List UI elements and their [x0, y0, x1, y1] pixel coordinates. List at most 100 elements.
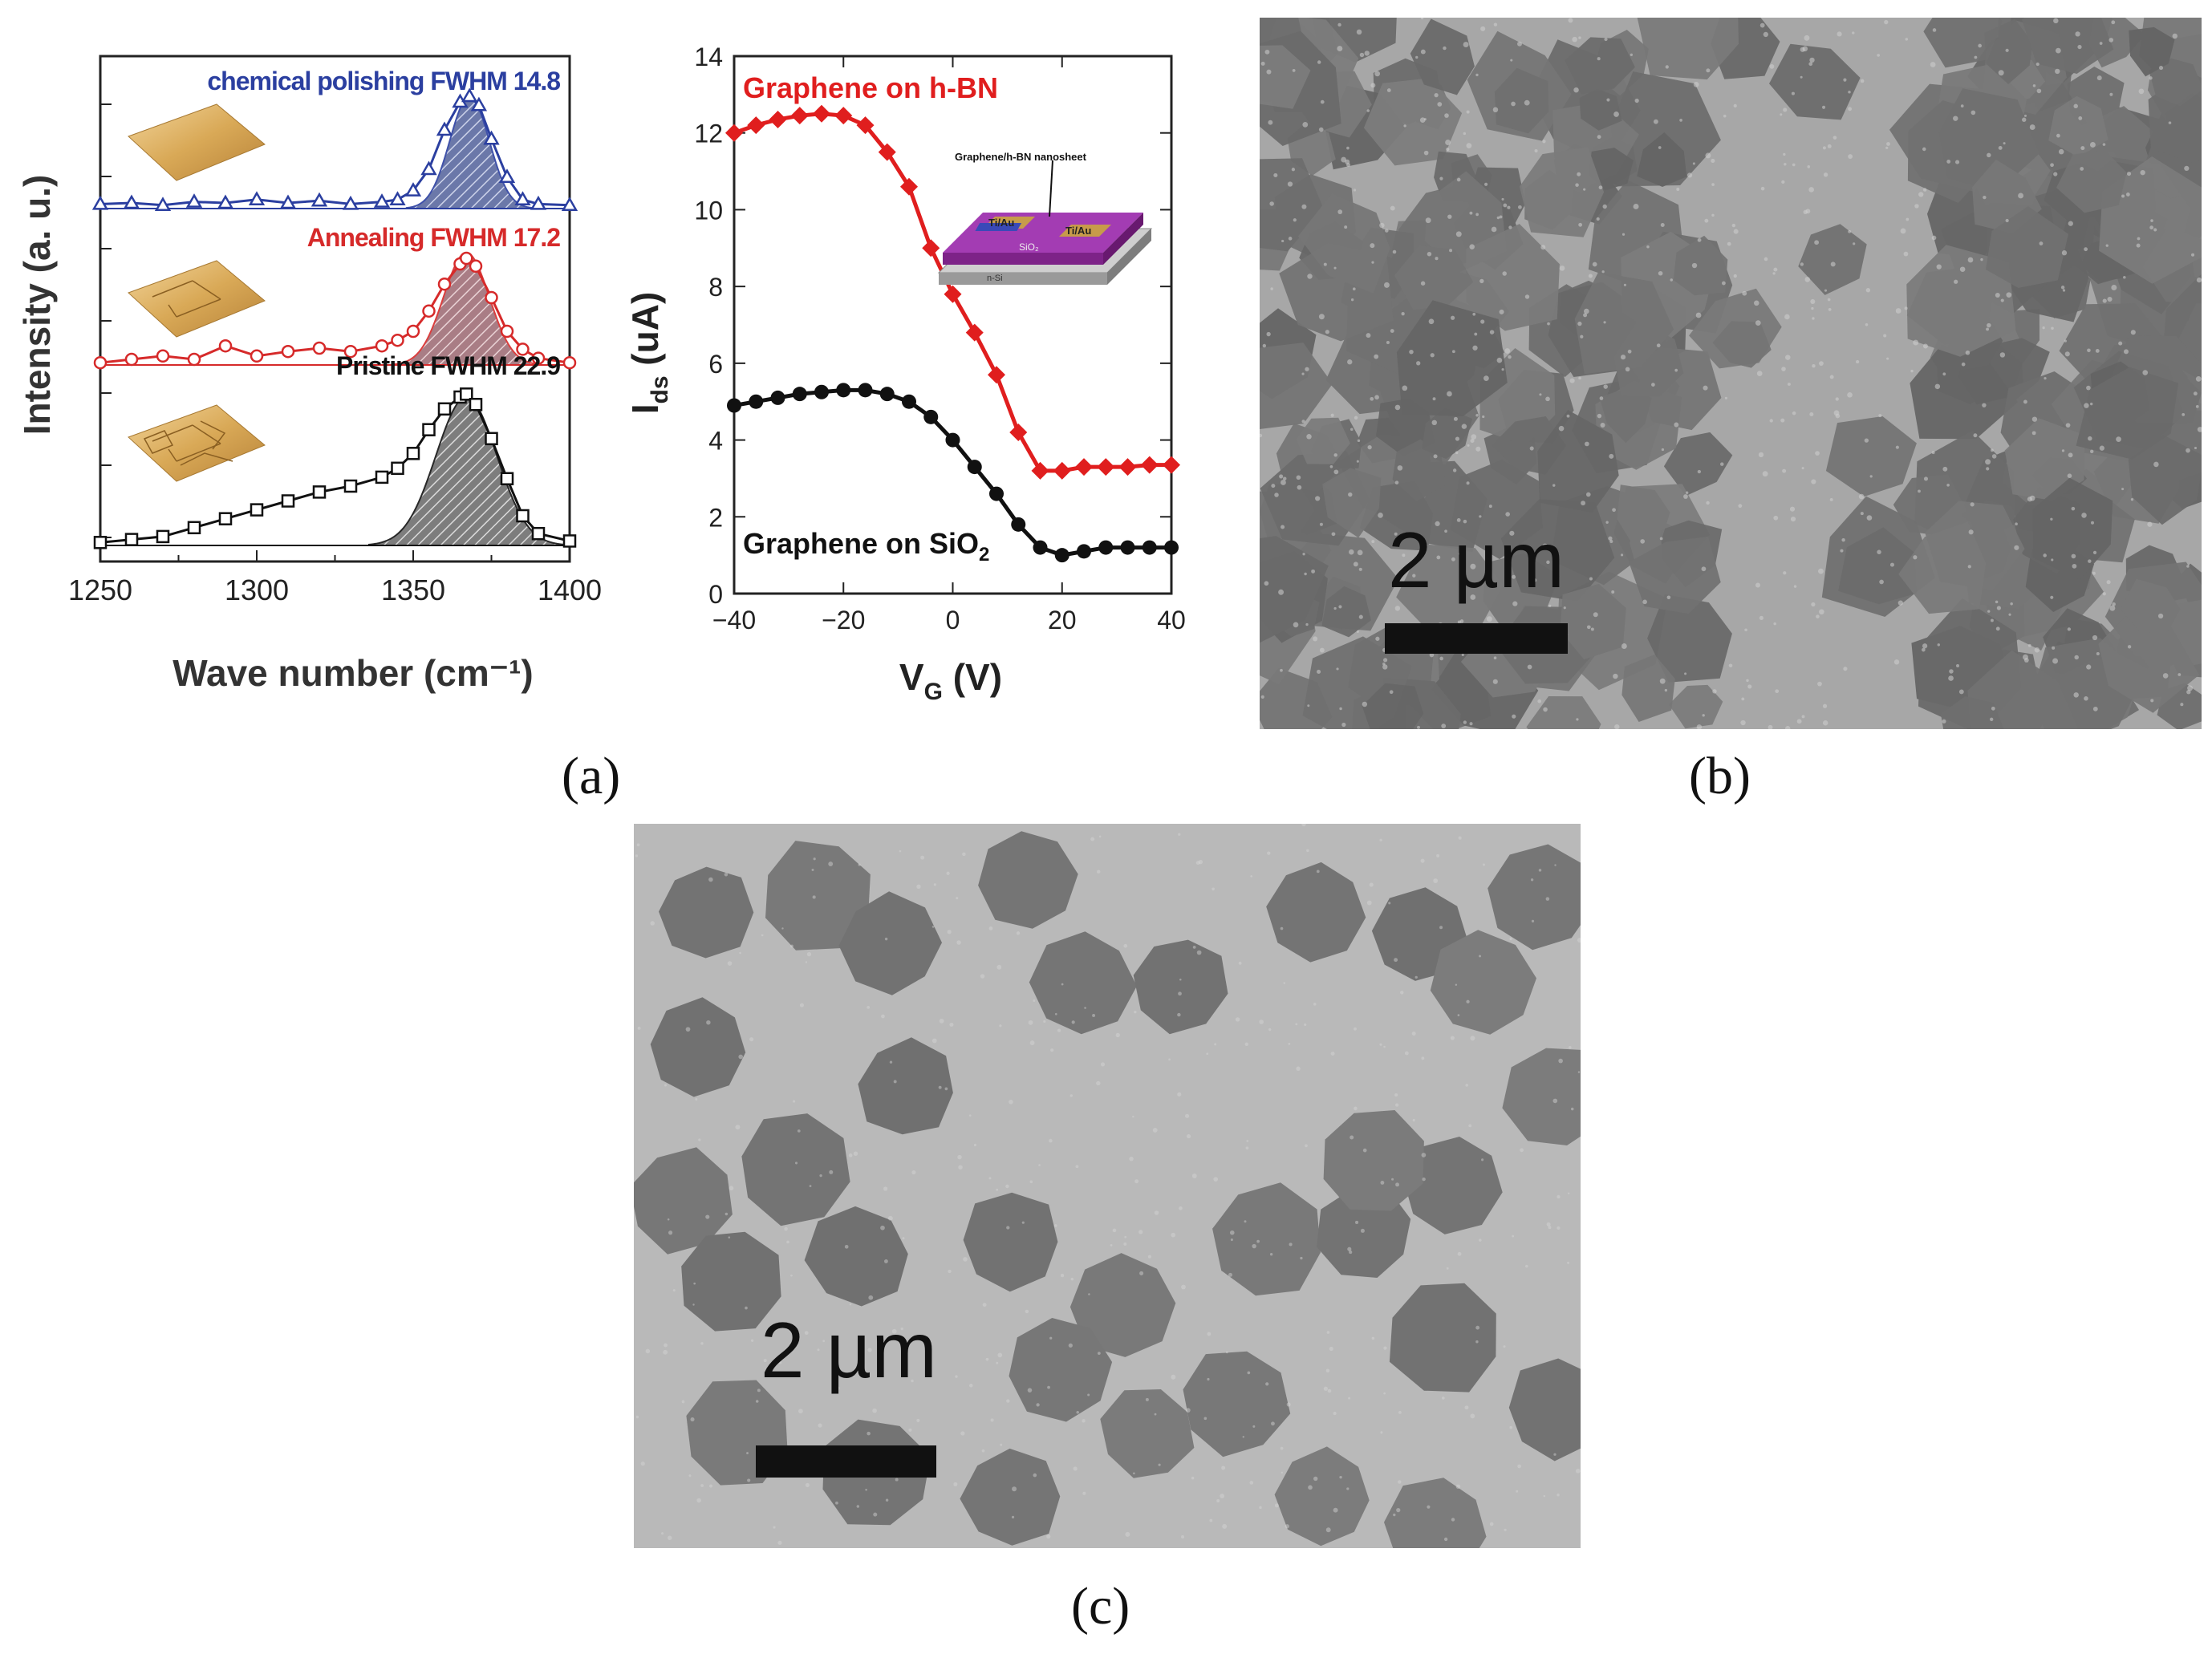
sem-c-grain — [1317, 1188, 1411, 1278]
sem-c-grain — [1212, 1182, 1321, 1296]
sem-b-speckle — [1370, 243, 1375, 249]
sem-c-speckle — [1046, 1534, 1051, 1539]
sem-c-speckle — [747, 1478, 751, 1482]
sem-c-speckle — [645, 1348, 651, 1354]
raman-data-point — [406, 447, 420, 460]
sem-b-speckle — [1705, 152, 1711, 159]
sem-c-speckle — [708, 877, 713, 882]
sem-b-speckle — [1479, 278, 1484, 284]
sem-b-speckle — [1808, 187, 1814, 193]
sem-b-speckle — [2065, 423, 2071, 428]
sem-b-speckle — [1479, 515, 1482, 518]
sem-b-speckle — [1827, 144, 1832, 148]
inset-label-nsi: n-Si — [987, 274, 1003, 283]
sem-b-speckle — [1848, 91, 1851, 94]
sem-b-speckle — [1269, 201, 1274, 206]
sem-c-speckle — [1348, 1397, 1351, 1400]
sem-c-speckle — [1256, 1239, 1260, 1243]
sem-c-speckle — [1414, 975, 1418, 979]
sem-b-grain — [1898, 521, 1987, 614]
sem-b-speckle — [1620, 553, 1624, 557]
sem-c-speckle — [700, 1484, 704, 1487]
sem-b-speckle — [1315, 496, 1321, 501]
sem-b-speckle — [1543, 707, 1548, 712]
sem-b-speckle — [2080, 167, 2084, 171]
sem-b-speckle — [1973, 433, 1978, 438]
sem-b-speckle — [1661, 448, 1665, 452]
sem-b-grain — [1668, 684, 1723, 729]
sem-c-speckle — [749, 1037, 754, 1042]
sem-c-speckle — [812, 895, 816, 899]
sem-b-speckle — [1333, 453, 1337, 457]
sem-c-speckle — [1395, 1103, 1399, 1107]
sem-c-speckle — [1557, 1194, 1561, 1199]
sem-c-speckle — [1138, 1230, 1143, 1234]
raman-data-point — [516, 343, 530, 356]
sem-b-speckle — [1967, 257, 1974, 263]
sem-b-speckle — [1501, 367, 1504, 371]
sem-b-speckle — [1589, 577, 1593, 581]
sem-b-speckle — [1841, 537, 1845, 542]
sem-b-speckle — [2056, 47, 2061, 54]
sem-b-speckle — [1830, 261, 1836, 267]
sem-c-speckle — [1552, 1098, 1558, 1104]
raman-series-annotation: Pristine FWHM 22.9 — [336, 351, 560, 380]
sem-c-speckle — [1575, 1469, 1581, 1474]
sem-b-speckle — [1878, 414, 1882, 418]
sem-b-speckle — [1585, 441, 1589, 447]
sem-c-speckle — [1503, 1345, 1506, 1348]
sem-b-speckle — [2031, 416, 2038, 422]
sem-b-speckle — [1420, 49, 1426, 55]
sem-c-speckle — [1088, 1293, 1090, 1295]
sem-c-speckle — [999, 1024, 1002, 1028]
sem-b-speckle — [2050, 517, 2053, 521]
sem-b-grain — [1647, 594, 1732, 683]
sem-c-speckle — [939, 1018, 944, 1024]
sem-c-speckle — [1179, 1206, 1183, 1210]
sem-b-speckle — [2071, 506, 2076, 511]
sem-b-speckle — [1833, 136, 1837, 140]
sem-b-speckle — [1948, 675, 1954, 681]
sem-c-speckle — [1326, 1331, 1330, 1334]
sem-c-speckle — [990, 1418, 994, 1422]
sem-b-speckle — [1455, 436, 1460, 441]
sem-b-speckle — [1937, 643, 1941, 647]
sem-b-speckle — [2137, 237, 2141, 241]
sem-b-speckle — [1353, 189, 1357, 192]
sem-b-speckle — [1932, 28, 1937, 32]
sem-c-speckle — [1301, 824, 1306, 827]
sem-b-speckle — [1435, 521, 1440, 527]
sem-b-speckle — [2056, 133, 2060, 138]
sem-c-speckle — [1455, 1484, 1461, 1490]
sem-c-speckle — [806, 952, 812, 957]
sem-c-speckle — [1005, 1184, 1009, 1189]
sem-b-speckle — [2062, 289, 2066, 292]
raman-data-point — [91, 195, 109, 210]
sem-b-speckle — [2064, 339, 2067, 343]
sem-b-speckle — [1886, 357, 1889, 360]
sem-c-speckle — [1354, 1106, 1358, 1111]
sem-c-speckle — [948, 1269, 952, 1274]
sem-b-speckle — [1475, 73, 1479, 77]
sem-b-speckle — [1958, 689, 1964, 695]
sem-c-speckle — [1075, 1165, 1079, 1169]
sem-b-speckle — [1788, 383, 1791, 386]
sem-c-speckle — [794, 1161, 798, 1165]
sem-b-speckle — [1384, 229, 1389, 233]
sem-c-speckle — [880, 1225, 885, 1230]
sem-b-speckle — [1374, 71, 1381, 77]
sem-c-speckle — [899, 849, 902, 853]
sem-b-speckle — [1461, 424, 1467, 429]
sem-b-speckle — [1493, 656, 1497, 660]
sem-b-speckle — [1991, 454, 1997, 459]
raman-data-point — [391, 333, 404, 347]
sem-b-speckle — [1810, 298, 1816, 304]
sem-b-grain — [1579, 88, 1622, 131]
sem-b-speckle — [1390, 205, 1395, 211]
sem-b-speckle — [2050, 595, 2054, 599]
sem-b-speckle — [2096, 75, 2102, 81]
ids-data-point — [1142, 540, 1157, 555]
raman-data-point — [187, 521, 201, 535]
sem-b-speckle — [1819, 361, 1824, 366]
sem-c-speckle — [1339, 1475, 1342, 1479]
